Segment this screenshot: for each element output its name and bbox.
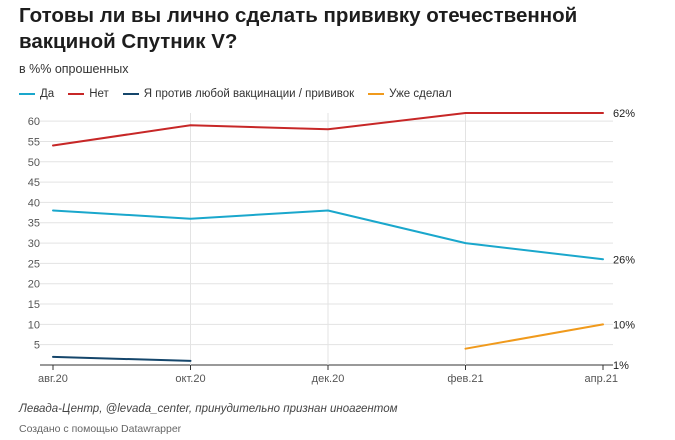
x-tick-label: фев.21 (447, 373, 483, 385)
legend-swatch-against (122, 93, 139, 95)
gridlines (40, 113, 613, 370)
x-tick-label: дек.20 (312, 373, 345, 385)
y-tick-label: 20 (28, 279, 40, 291)
y-tick-label: 15 (28, 299, 40, 311)
x-tick-label: авг.20 (38, 373, 68, 385)
legend-label-yes: Да (40, 88, 55, 100)
end-label: 26% (613, 254, 635, 266)
credit-note: Создано с помощью Datawrapper (19, 423, 182, 435)
y-tick-label: 45 (28, 177, 40, 189)
series-line (464, 323, 604, 350)
legend-label-no: Нет (89, 88, 109, 100)
series-lines (52, 112, 604, 362)
y-tick-label: 10 (28, 319, 40, 331)
legend-item-done: Уже сделал (368, 88, 452, 100)
y-tick-label: 55 (28, 136, 40, 148)
chart-subtitle: в %% опрошенных (19, 62, 129, 76)
legend-swatch-no (68, 93, 85, 95)
legend-label-done: Уже сделал (389, 88, 452, 100)
series-line (52, 209, 604, 261)
x-tick-label: окт.20 (175, 373, 205, 385)
legend: Да Нет Я против любой вакцинации / приви… (19, 88, 452, 100)
legend-swatch-done (368, 93, 385, 95)
legend-item-yes: Да (19, 88, 54, 100)
y-tick-label: 5 (34, 340, 40, 352)
series-line (52, 355, 192, 362)
end-label: 62% (613, 108, 635, 120)
y-tick-label: 40 (28, 197, 40, 209)
chart-title: Готовы ли вы лично сделать прививку отеч… (19, 4, 578, 53)
legend-label-against: Я против любой вакцинации / прививок (143, 88, 355, 100)
y-tick-label: 30 (28, 238, 40, 250)
legend-item-no: Нет (68, 88, 109, 100)
series-line (52, 112, 604, 147)
end-labels: 26% 62% 1% 10% (613, 108, 635, 372)
legend-item-against: Я против любой вакцинации / прививок (122, 88, 355, 100)
source-note: Левада-Центр, @levada_center, принудител… (19, 403, 398, 415)
y-tick-label: 25 (28, 258, 40, 270)
x-tick-label: апр.21 (585, 373, 618, 385)
legend-swatch-yes (19, 93, 35, 95)
y-tick-label: 50 (28, 157, 40, 169)
y-tick-label: 35 (28, 218, 40, 230)
y-tick-labels: 5 10 15 20 25 30 35 40 45 50 55 60 (28, 116, 40, 352)
x-tick-labels: авг.20 окт.20 дек.20 фев.21 апр.21 (38, 373, 618, 385)
end-label: 1% (613, 360, 629, 372)
end-label: 10% (613, 319, 635, 331)
y-tick-label: 60 (28, 116, 40, 128)
